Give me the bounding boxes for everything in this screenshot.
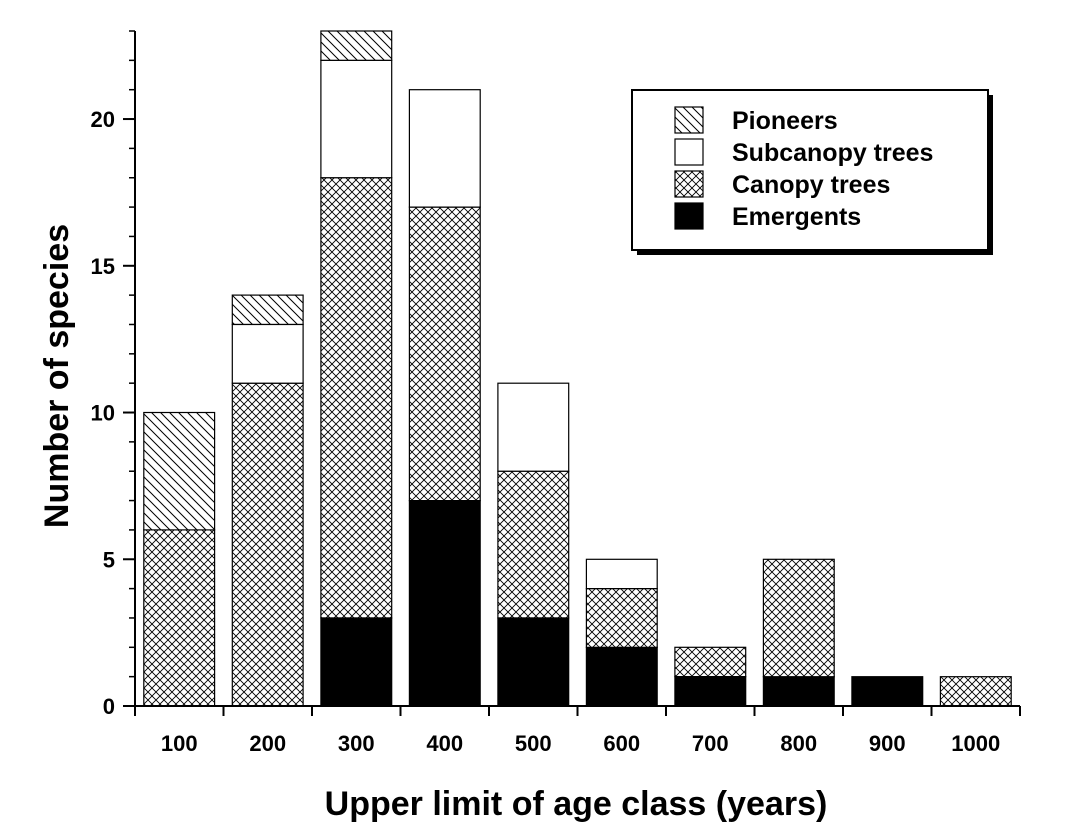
bar-segment-pioneers-200 (231, 294, 304, 326)
bar-segment-emergents-700 (674, 676, 747, 707)
bar-segment-emergents-500 (497, 617, 570, 707)
legend-swatch-pioneers (674, 106, 704, 134)
x-tick-label-200: 200 (249, 731, 286, 756)
bar-segment-canopy-trees-200 (231, 382, 304, 707)
legend: Pioneers Subcanopy trees Canopy trees Emerg… (631, 89, 993, 255)
bar-segment-canopy-trees-700 (674, 646, 747, 678)
legend-swatch-emergents (674, 202, 704, 230)
bar-segment-subcanopy-trees-600 (585, 558, 658, 590)
bar-segment-canopy-trees-400 (408, 206, 481, 502)
x-tick-label-100: 100 (161, 731, 198, 756)
bar-segment-canopy-trees-600 (585, 587, 658, 648)
bar-segment-canopy-trees-800 (762, 558, 835, 678)
legend-swatch-canopy-trees (674, 170, 704, 198)
x-tick-label-1000: 1000 (951, 731, 1000, 756)
bar-segment-emergents-400 (408, 500, 481, 707)
bar-segment-canopy-trees-100 (143, 529, 216, 707)
y-axis-title: Number of species (38, 224, 76, 528)
legend-label-pioneers: Pioneers (732, 107, 838, 135)
bar-segment-pioneers-300 (320, 30, 393, 61)
bar-segment-emergents-300 (320, 617, 393, 707)
bars-group (143, 30, 1012, 707)
axes-group: 0 5 10 15 20 100 200 300 400 500 600 700 800 900 1000 (91, 30, 1021, 756)
x-tick-label-500: 500 (515, 731, 552, 756)
bar-segment-canopy-trees-300 (320, 177, 393, 619)
bar-segment-canopy-trees-500 (497, 470, 570, 619)
x-tick-label-700: 700 (692, 731, 729, 756)
bar-segment-emergents-600 (585, 646, 658, 707)
bar-segment-emergents-900 (851, 676, 924, 707)
legend-swatch-subcanopy-trees (674, 138, 704, 166)
x-tick-label-300: 300 (338, 731, 375, 756)
y-tick-label-20: 20 (91, 107, 115, 132)
y-tick-label-0: 0 (103, 694, 115, 719)
bar-segment-emergents-800 (762, 676, 835, 707)
x-tick-label-600: 600 (603, 731, 640, 756)
y-tick-label-5: 5 (103, 547, 115, 572)
x-axis-title: Upper limit of age class (years) (325, 785, 828, 823)
legend-label-subcanopy-trees: Subcanopy trees (732, 139, 933, 167)
legend-label-canopy-trees: Canopy trees (732, 171, 890, 199)
bar-segment-subcanopy-trees-200 (231, 323, 304, 384)
y-tick-label-15: 15 (91, 254, 115, 279)
y-tick-label-10: 10 (91, 401, 115, 426)
x-tick-label-900: 900 (869, 731, 906, 756)
bar-segment-subcanopy-trees-400 (408, 89, 481, 208)
bar-segment-subcanopy-trees-500 (497, 382, 570, 472)
x-tick-label-800: 800 (780, 731, 817, 756)
bar-segment-subcanopy-trees-300 (320, 59, 393, 179)
bar-segment-pioneers-100 (143, 411, 216, 531)
legend-label-emergents: Emergents (732, 203, 861, 231)
x-tick-label-400: 400 (426, 731, 463, 756)
bar-segment-canopy-trees-1000 (939, 676, 1012, 707)
